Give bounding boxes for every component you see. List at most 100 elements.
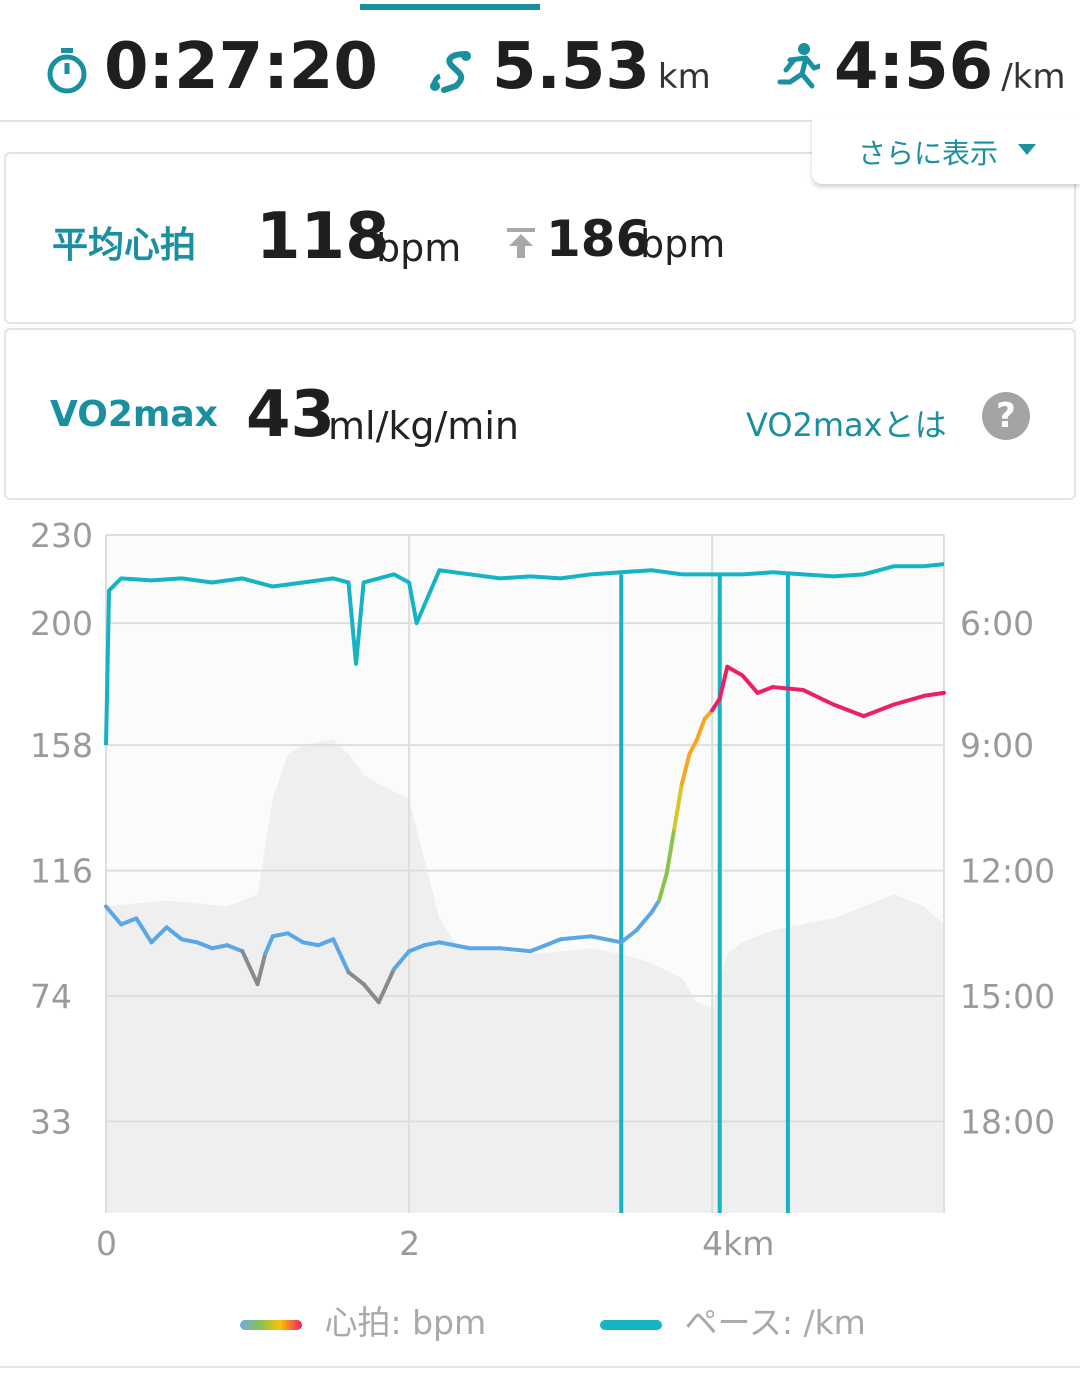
right-axis-tick-label: 6:00 [960,604,1034,643]
avg-heart-rate-value: 118 [256,200,390,274]
heart-rate-segment [861,702,896,719]
heart-rate-segment [149,925,169,945]
avg-heart-rate-unit: bpm [376,226,462,270]
right-axis-tick-label: 15:00 [960,977,1055,1016]
legend-pace-label: ペース: /km [684,1303,866,1342]
vo2max-info-link[interactable]: VO2maxとは [746,406,947,444]
heart-rate-segment [497,946,533,954]
heart-rate-segment [210,943,230,951]
heart-rate-segment [194,940,215,951]
divider [0,1366,1080,1368]
heart-rate-card: 平均心拍 118 bpm 186 bpm [4,152,1076,324]
x-axis-tick-label: 4km [702,1224,774,1263]
vo2max-value: 43 [246,378,336,452]
distance-stat: 5.53 km [426,32,711,102]
caret-down-icon [1018,144,1036,155]
right-axis-tick-label: 18:00 [960,1102,1055,1141]
heart-rate-segment [831,702,866,719]
distance-value: 5.53 [492,30,650,104]
heart-rate-segment [528,937,563,954]
duration-stat: 0:27:20 [44,32,378,102]
heart-rate-segment [588,934,624,945]
max-heart-rate-unit: bpm [640,222,726,266]
heart-rate-segment [664,826,677,876]
vo2max-label: VO2max [50,394,218,435]
heart-rate-segment [164,925,184,942]
heart-rate-segment [361,982,381,1005]
heart-rate-segment [740,673,760,695]
heart-rate-segment [437,940,472,951]
heart-rate-segment [619,928,639,945]
duration-value: 0:27:20 [104,30,378,104]
heart-rate-segment [255,952,268,987]
max-arrow-icon [507,228,535,258]
heart-rate-segment [225,943,245,954]
pace-swatch [600,1319,662,1330]
heart-rate-segment [649,898,662,915]
left-axis-tick-label: 200 [30,604,93,643]
heart-rate-segment [710,696,722,713]
heart-rate-segment [331,937,351,975]
heart-rate-segment [634,910,654,933]
heart-rate-segment [270,931,290,939]
legend-pace: ペース: /km [600,1296,866,1344]
x-axis-tick-label: 2 [399,1224,420,1263]
heart-rate-segment [240,949,260,987]
left-axis-tick-label: 116 [30,852,93,891]
heart-rate-segment [179,937,199,945]
heart-rate-segment [285,931,305,945]
right-axis-tick-label: 12:00 [960,852,1055,891]
show-more-button[interactable]: さらに表示 [812,118,1080,184]
pace-unit: /km [1001,57,1066,97]
legend-hr-label: 心拍: bpm [324,1303,487,1342]
runner-icon [777,43,820,89]
heart-rate-segment [801,687,836,707]
hr-gradient-swatch [240,1319,302,1330]
help-icon[interactable]: ? [982,392,1030,440]
pace-line [104,562,945,746]
route-icon [430,51,471,93]
vo2max-unit: ml/kg/min [328,404,519,448]
heart-rate-label: 平均心拍 [52,225,197,266]
distance-unit: km [657,57,711,97]
heart-rate-segment [119,916,139,927]
heart-rate-segment [755,685,775,695]
heart-rate-segment [407,943,427,954]
legend-heart-rate: 心拍: bpm [240,1296,486,1344]
show-more-label: さらに表示 [858,137,999,170]
heart-rate-segment [104,904,124,927]
vo2max-card: VO2max 43 ml/kg/min VO2maxとは ? [4,328,1076,500]
elevation-area [106,739,944,1213]
heart-rate-segment [891,693,927,707]
x-axis-tick-label: 0 [96,1224,117,1263]
right-axis-tick-label: 9:00 [960,726,1034,765]
pace-value: 4:56 [834,30,994,104]
stopwatch-icon [47,48,87,94]
heart-rate-segment [558,934,593,942]
heart-rate-segment [134,916,154,945]
heart-rate-segment [346,970,366,987]
summary-bar: 0:27:20 5.53 km 4:56 /km [0,10,1080,122]
heart-rate-segment [300,940,321,948]
heart-rate-segment [316,937,336,948]
heart-rate-segment [694,717,707,742]
left-axis-tick-label: 230 [30,516,93,555]
heart-rate-segment [679,752,692,787]
heart-rate-segment [263,934,275,957]
left-axis-tick-label: 33 [30,1102,72,1141]
heart-rate-segment [717,664,730,701]
heart-rate-segment [391,949,412,972]
heart-rate-segment [422,940,442,948]
heart-rate-segment [672,782,684,831]
left-axis-tick-label: 74 [30,977,72,1016]
activity-chart: 230 200 158 116 74 33 6:00 9:00 12:00 15:00 18:00 0… [30,516,1055,1263]
left-axis-tick-label: 158 [30,726,93,765]
active-tab-indicator [360,4,540,10]
heart-rate-segment [687,737,699,757]
heart-rate-segment [725,664,745,678]
pace-stat: 4:56 /km [776,32,1065,102]
max-heart-rate-value: 186 [546,210,651,268]
heart-rate-segment [376,967,396,1005]
heart-rate-segment [770,685,806,692]
heart-rate-segment [922,690,946,698]
